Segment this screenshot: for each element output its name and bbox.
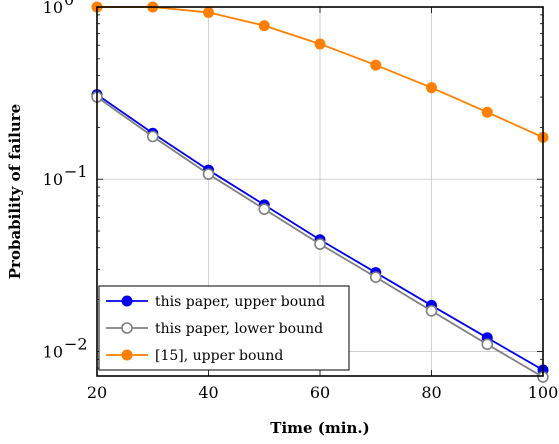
- legend-label: this paper, lower bound: [155, 321, 323, 337]
- legend-item: [15], upper bound: [106, 348, 283, 364]
- data-point: [314, 38, 326, 50]
- data-point: [202, 168, 215, 180]
- y-axis-title: Probability of failure: [6, 104, 24, 279]
- legend-swatch-marker: [121, 322, 133, 334]
- data-point: [370, 59, 382, 71]
- y-tick-exponent: −2: [64, 334, 88, 353]
- series-2: [91, 91, 549, 383]
- y-tick-label: 10: [43, 0, 63, 17]
- legend-swatch-marker: [121, 349, 133, 361]
- y-tick-exponent: 0: [64, 0, 74, 9]
- data-point: [258, 203, 271, 215]
- x-tick-label: 20: [87, 383, 107, 402]
- data-point: [425, 305, 438, 317]
- legend-item: this paper, upper bound: [106, 294, 325, 310]
- plot-frame: [96, 6, 544, 377]
- x-axis-title: Time (min.): [270, 419, 369, 437]
- legend: this paper, upper bound this paper, lower…: [98, 285, 350, 371]
- legend-swatch-marker: [121, 295, 133, 307]
- data-point: [426, 82, 437, 94]
- data-point: [369, 271, 382, 283]
- data-point: [146, 130, 159, 143]
- legend-label: [15], upper bound: [155, 348, 283, 364]
- legend-label: this paper, upper bound: [155, 294, 325, 310]
- data-point: [481, 106, 493, 118]
- data-point: [203, 6, 214, 18]
- x-tick-label: 80: [421, 383, 441, 402]
- x-tick-label: 60: [310, 383, 330, 402]
- y-tick-exponent: −1: [64, 162, 88, 181]
- data-point: [314, 238, 326, 250]
- y-tick-label: 10: [43, 342, 63, 361]
- x-tick-label: 100: [528, 383, 559, 402]
- x-tick-labels: 20 40 60 80 100: [87, 383, 558, 402]
- legend-item: this paper, lower bound: [106, 321, 323, 337]
- x-tick-label: 40: [198, 383, 218, 402]
- data-point: [481, 338, 494, 351]
- y-tick-label: 10: [43, 170, 63, 189]
- data-point: [258, 20, 270, 32]
